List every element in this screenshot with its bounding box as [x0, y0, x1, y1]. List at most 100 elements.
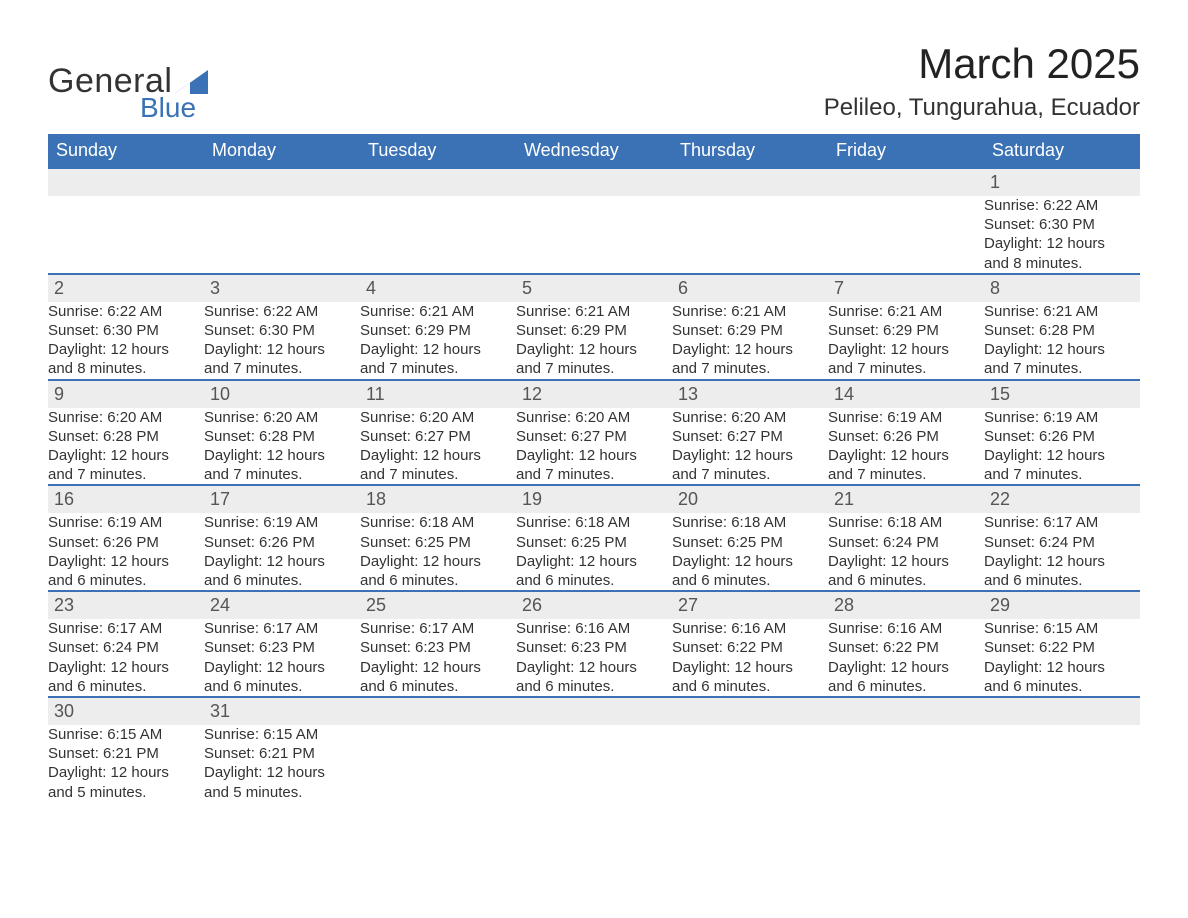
day-detail-cell [672, 725, 828, 802]
daylight-line-2: and 7 minutes. [516, 465, 672, 484]
day-number-cell: 3 [204, 274, 360, 302]
day-number: 18 [360, 486, 516, 513]
sunrise-line: Sunrise: 6:22 AM [48, 302, 204, 321]
daylight-line-1: Daylight: 12 hours [360, 446, 516, 465]
sunset-line: Sunset: 6:29 PM [360, 321, 516, 340]
day-number: 11 [360, 381, 516, 408]
daylight-line-2: and 7 minutes. [48, 465, 204, 484]
day-number-cell [204, 168, 360, 196]
daylight-line-2: and 6 minutes. [360, 571, 516, 590]
day-number-cell [360, 697, 516, 725]
daylight-line-2: and 6 minutes. [204, 677, 360, 696]
day-detail-cell: Sunrise: 6:21 AMSunset: 6:29 PMDaylight:… [360, 302, 516, 380]
day-number: 7 [828, 275, 984, 302]
day-detail-cell [984, 725, 1140, 802]
day-detail-cell [516, 725, 672, 802]
day-detail-cell: Sunrise: 6:20 AMSunset: 6:28 PMDaylight:… [204, 408, 360, 486]
daylight-line-2: and 6 minutes. [828, 571, 984, 590]
daylight-line-1: Daylight: 12 hours [48, 658, 204, 677]
day-number-cell [984, 697, 1140, 725]
day-number-cell: 24 [204, 591, 360, 619]
daylight-line-2: and 6 minutes. [204, 571, 360, 590]
daylight-line-2: and 7 minutes. [204, 465, 360, 484]
day-number-cell: 16 [48, 485, 204, 513]
daylight-line-2: and 6 minutes. [48, 677, 204, 696]
sunset-line: Sunset: 6:25 PM [516, 533, 672, 552]
daylight-line-1: Daylight: 12 hours [828, 340, 984, 359]
day-detail-cell: Sunrise: 6:16 AMSunset: 6:23 PMDaylight:… [516, 619, 672, 697]
sunset-line: Sunset: 6:22 PM [672, 638, 828, 657]
week-body-row: Sunrise: 6:19 AMSunset: 6:26 PMDaylight:… [48, 513, 1140, 591]
week-daynum-row: 1 [48, 168, 1140, 196]
day-number: 19 [516, 486, 672, 513]
sunrise-line: Sunrise: 6:20 AM [672, 408, 828, 427]
day-detail-cell: Sunrise: 6:20 AMSunset: 6:28 PMDaylight:… [48, 408, 204, 486]
daylight-line-1: Daylight: 12 hours [516, 446, 672, 465]
day-number-cell [48, 168, 204, 196]
day-detail-cell: Sunrise: 6:18 AMSunset: 6:25 PMDaylight:… [360, 513, 516, 591]
day-number-cell: 15 [984, 380, 1140, 408]
col-tuesday: Tuesday [360, 134, 516, 168]
day-number-cell: 22 [984, 485, 1140, 513]
day-detail-cell: Sunrise: 6:22 AMSunset: 6:30 PMDaylight:… [984, 196, 1140, 274]
sunset-line: Sunset: 6:24 PM [984, 533, 1140, 552]
daylight-line-2: and 7 minutes. [360, 359, 516, 378]
day-number-cell: 30 [48, 697, 204, 725]
sunset-line: Sunset: 6:28 PM [48, 427, 204, 446]
day-number-cell: 11 [360, 380, 516, 408]
daylight-line-1: Daylight: 12 hours [360, 340, 516, 359]
sunset-line: Sunset: 6:21 PM [48, 744, 204, 763]
daylight-line-1: Daylight: 12 hours [360, 658, 516, 677]
daylight-line-2: and 6 minutes. [984, 571, 1140, 590]
day-detail-cell [828, 725, 984, 802]
sunset-line: Sunset: 6:29 PM [828, 321, 984, 340]
sunset-line: Sunset: 6:26 PM [48, 533, 204, 552]
daylight-line-1: Daylight: 12 hours [672, 658, 828, 677]
daylight-line-2: and 6 minutes. [672, 677, 828, 696]
sunrise-line: Sunrise: 6:17 AM [984, 513, 1140, 532]
daylight-line-1: Daylight: 12 hours [516, 658, 672, 677]
day-number: 10 [204, 381, 360, 408]
week-daynum-row: 16171819202122 [48, 485, 1140, 513]
daylight-line-2: and 7 minutes. [516, 359, 672, 378]
day-detail-cell: Sunrise: 6:22 AMSunset: 6:30 PMDaylight:… [48, 302, 204, 380]
col-friday: Friday [828, 134, 984, 168]
day-detail-cell: Sunrise: 6:19 AMSunset: 6:26 PMDaylight:… [204, 513, 360, 591]
col-monday: Monday [204, 134, 360, 168]
weekday-header-row: Sunday Monday Tuesday Wednesday Thursday… [48, 134, 1140, 168]
sunset-line: Sunset: 6:25 PM [360, 533, 516, 552]
sunset-line: Sunset: 6:22 PM [828, 638, 984, 657]
daylight-line-2: and 7 minutes. [828, 359, 984, 378]
sunset-line: Sunset: 6:27 PM [516, 427, 672, 446]
week-body-row: Sunrise: 6:17 AMSunset: 6:24 PMDaylight:… [48, 619, 1140, 697]
sunrise-line: Sunrise: 6:15 AM [204, 725, 360, 744]
sunrise-line: Sunrise: 6:22 AM [204, 302, 360, 321]
day-detail-cell: Sunrise: 6:21 AMSunset: 6:29 PMDaylight:… [516, 302, 672, 380]
day-number-cell: 1 [984, 168, 1140, 196]
daylight-line-1: Daylight: 12 hours [672, 340, 828, 359]
daylight-line-2: and 6 minutes. [48, 571, 204, 590]
day-number: 29 [984, 592, 1140, 619]
daylight-line-1: Daylight: 12 hours [48, 552, 204, 571]
sunrise-line: Sunrise: 6:18 AM [516, 513, 672, 532]
day-number-cell [828, 697, 984, 725]
day-number-cell [672, 697, 828, 725]
calendar-table: Sunday Monday Tuesday Wednesday Thursday… [48, 134, 1140, 802]
daylight-line-2: and 5 minutes. [48, 783, 204, 802]
daylight-line-2: and 6 minutes. [360, 677, 516, 696]
day-detail-cell: Sunrise: 6:22 AMSunset: 6:30 PMDaylight:… [204, 302, 360, 380]
day-detail-cell: Sunrise: 6:21 AMSunset: 6:29 PMDaylight:… [672, 302, 828, 380]
col-saturday: Saturday [984, 134, 1140, 168]
sunrise-line: Sunrise: 6:20 AM [360, 408, 516, 427]
day-number: 15 [984, 381, 1140, 408]
daylight-line-1: Daylight: 12 hours [48, 340, 204, 359]
daylight-line-2: and 8 minutes. [984, 254, 1140, 273]
daylight-line-2: and 7 minutes. [204, 359, 360, 378]
daylight-line-2: and 7 minutes. [828, 465, 984, 484]
week-daynum-row: 2345678 [48, 274, 1140, 302]
sunrise-line: Sunrise: 6:17 AM [360, 619, 516, 638]
day-number: 26 [516, 592, 672, 619]
daylight-line-1: Daylight: 12 hours [48, 763, 204, 782]
daylight-line-1: Daylight: 12 hours [672, 552, 828, 571]
day-number: 21 [828, 486, 984, 513]
